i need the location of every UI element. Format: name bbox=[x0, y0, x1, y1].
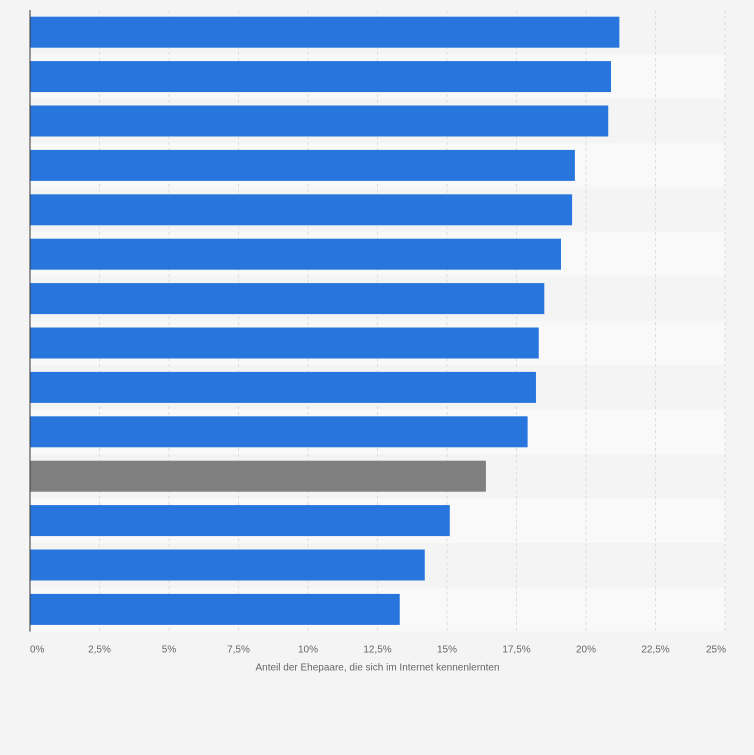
x-tick-label: 22,5% bbox=[641, 645, 669, 656]
x-tick-label: 20% bbox=[576, 645, 596, 656]
bar bbox=[30, 416, 528, 448]
bar bbox=[30, 371, 536, 403]
bar bbox=[30, 549, 425, 581]
x-tick-label: 5% bbox=[162, 645, 177, 656]
bar bbox=[30, 61, 612, 93]
x-tick-label: 0% bbox=[30, 645, 45, 656]
x-tick-label: 10% bbox=[298, 645, 318, 656]
bar bbox=[30, 505, 450, 537]
x-tick-label: 15% bbox=[437, 645, 457, 656]
bar bbox=[30, 327, 539, 359]
x-tick-labels: 0% 2,5% 5% 7,5% 10% 12,5% 15% 17,5% 20% 22,5% 25% bbox=[30, 645, 726, 656]
x-tick-label: 7,5% bbox=[227, 645, 250, 656]
x-tick-label: 12,5% bbox=[363, 645, 391, 656]
x-tick-label: 25% bbox=[706, 645, 726, 656]
bar bbox=[30, 283, 545, 315]
bars bbox=[30, 16, 620, 625]
bar bbox=[30, 16, 620, 48]
bar bbox=[30, 149, 575, 181]
x-tick-label: 2,5% bbox=[88, 645, 111, 656]
x-axis-label: Anteil der Ehepaare, die sich im Interne… bbox=[255, 663, 499, 674]
bar bbox=[30, 593, 400, 625]
bar bbox=[30, 460, 486, 492]
x-tick-label: 17,5% bbox=[502, 645, 530, 656]
bar bbox=[30, 194, 573, 226]
bar bbox=[30, 105, 609, 137]
bar bbox=[30, 238, 561, 270]
